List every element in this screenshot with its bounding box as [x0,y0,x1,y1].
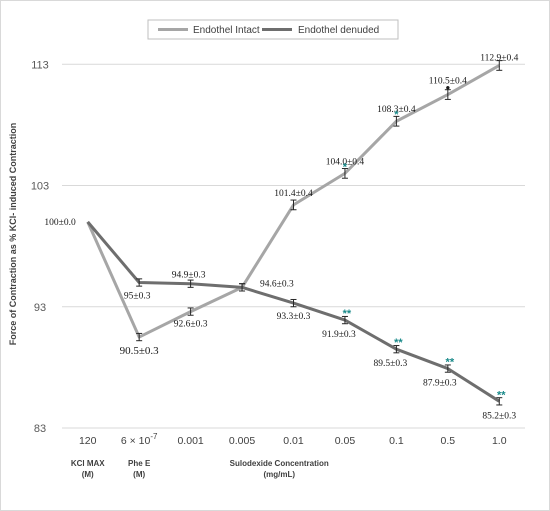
x-category-label: (mg/mL) [263,470,295,479]
x-category-label: Sulodexide Concentration [230,459,329,468]
x-category-label: (M) [82,470,94,479]
legend: Endothel Intact Endothel denuded [147,19,399,40]
legend-label: Endothel Intact [193,25,260,36]
x-tick-label: 0.5 [441,435,456,447]
x-tick-label: 120 [79,435,97,447]
x-tick-label: 0.01 [283,435,304,447]
y-tick-label: 83 [34,423,46,435]
data-label-denuded: 87.9±0.3 [423,379,457,389]
data-label-intact: 94.6±0.3 [260,279,294,289]
significance-marker-denuded: ** [343,308,352,320]
data-label-intact: 112.9±0.4 [480,53,518,63]
x-tick-label: 1.0 [492,435,507,447]
data-label-denuded: 94.9±0.3 [172,271,206,281]
data-label-denuded: 85.2±0.3 [482,411,516,421]
data-label-intact: 100±0.0 [44,218,76,228]
data-label-intact: 108.3±0.4 [377,105,416,115]
x-tick-label: 6 × 10-7 [121,432,158,447]
x-category-label: KCl MAX [71,459,105,468]
data-label-intact: 110.5±0.4 [429,77,467,87]
x-category-label: (M) [133,470,145,479]
significance-marker-intact: * [394,109,399,121]
data-label-denuded: 91.9±0.3 [322,330,356,340]
x-tick-label: 0.05 [335,435,356,447]
data-label-intact: 92.6±0.3 [174,320,208,330]
x-tick-label: 0.005 [229,435,255,447]
significance-marker-denuded: ** [497,389,506,401]
significance-marker-denuded: ** [446,357,455,369]
y-axis-title: Force of Contraction as % KCl- induced C… [8,123,18,346]
data-label-intact: 90.5±0.3 [120,345,160,357]
x-tick-label: 0.1 [389,435,404,447]
significance-marker-intact: • [446,81,450,95]
axes: 83 93 103 113 120 6 × 10-7 0.001 0.005 0.01 0.05 0… [8,59,507,479]
x-category-label: Phe E [128,459,151,468]
series-lines [86,60,503,406]
data-label-denuded: 95±0.3 [124,292,151,302]
data-label-intact: 101.4±0.4 [274,189,313,199]
data-label-denuded: 93.3±0.3 [277,312,311,322]
y-tick-label: 103 [31,181,49,193]
significance-marker-denuded: ** [394,337,403,349]
data-label-denuded: 89.5±0.3 [374,359,408,369]
significance-marker-intact: * [343,161,348,173]
x-tick-superscript: -7 [150,432,158,441]
gridlines [62,63,525,429]
data-labels: 100±0.0 90.5±0.3 92.6±0.3 94.6±0.3 101.4±0.4… [44,53,518,421]
y-tick-label: 113 [31,59,49,71]
data-label-intact: 104.0±0.4 [326,157,365,167]
legend-label: Endothel denuded [298,25,379,36]
x-tick-label: 0.001 [177,435,203,447]
y-tick-label: 93 [34,302,46,314]
